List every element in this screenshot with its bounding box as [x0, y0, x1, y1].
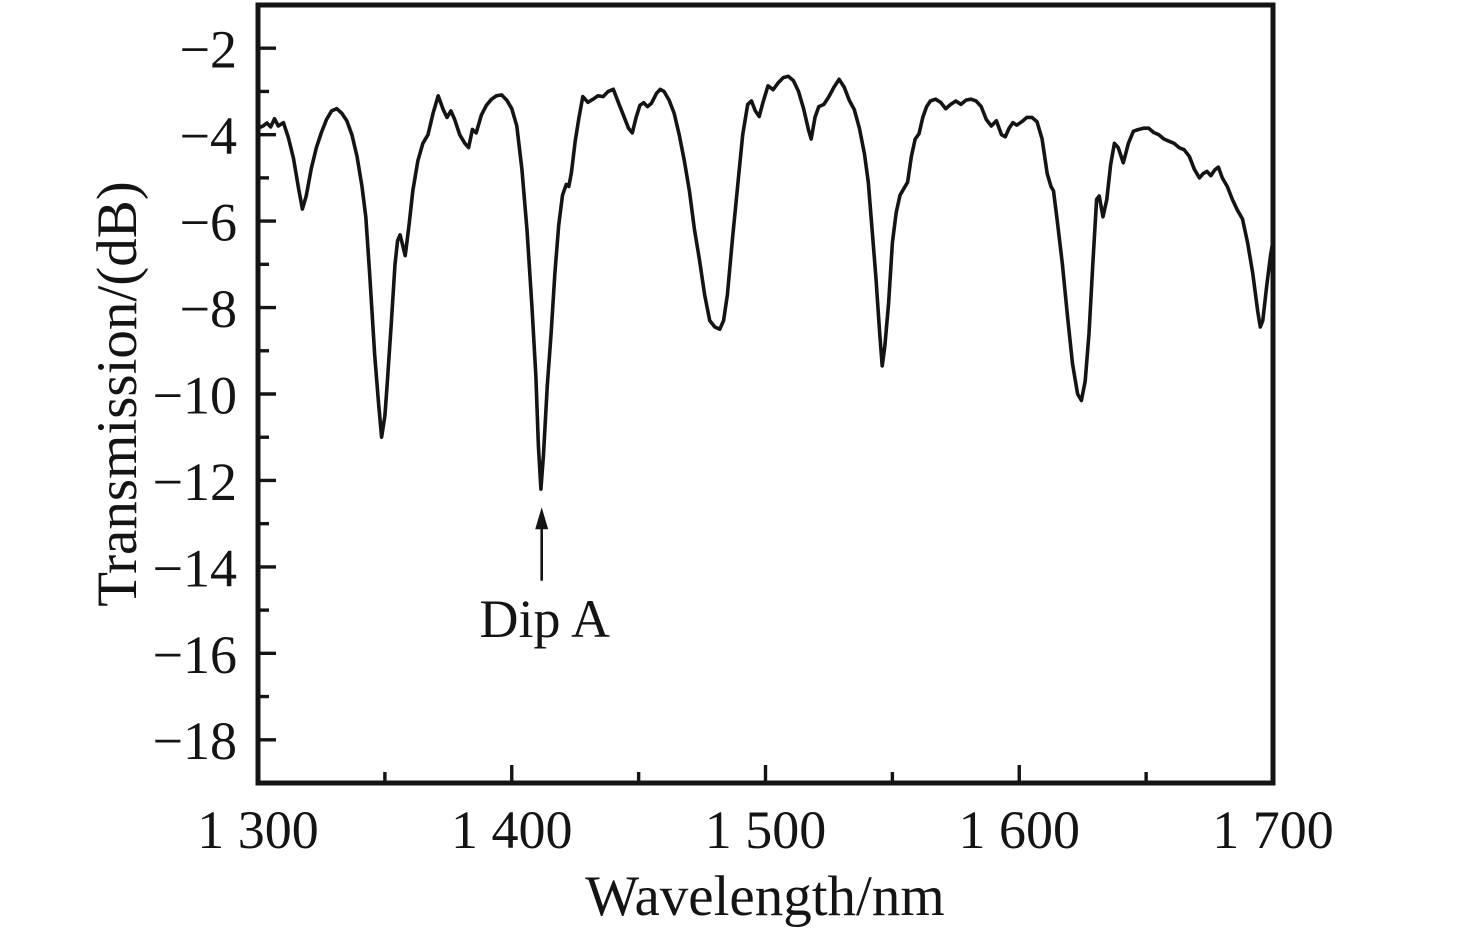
x-axis-title: Wavelength/nm	[585, 865, 944, 928]
x-tick-label: 1 300	[197, 800, 319, 860]
y-tick-label: −8	[180, 279, 237, 339]
dip-a-label: Dip A	[479, 589, 610, 649]
y-tick-label: −14	[153, 538, 237, 598]
x-tick-label: 1 700	[1212, 800, 1334, 860]
y-tick-label: −12	[153, 452, 237, 512]
y-tick-label: −6	[180, 193, 237, 253]
x-tick-label: 1 400	[451, 800, 573, 860]
y-tick-label: −18	[153, 711, 237, 771]
y-tick-label: −2	[180, 20, 237, 80]
dip-a-arrowhead	[535, 507, 549, 530]
transmission-spectrum	[256, 74, 1275, 491]
y-tick-label: −10	[153, 365, 237, 425]
plot-render-target: 1 300 1 400 1 500 1 600 1 700 −2 −4 −6 −8 −10 −12 −…	[153, 2, 1334, 860]
x-tick-label: 1 500	[705, 800, 827, 860]
y-tick-label: −4	[180, 106, 237, 166]
y-axis-title: Transmission/(dB)	[86, 181, 149, 606]
y-tick-label: −16	[153, 625, 237, 685]
x-tick-label: 1 600	[959, 800, 1081, 860]
plot-frame	[255, 2, 1276, 786]
